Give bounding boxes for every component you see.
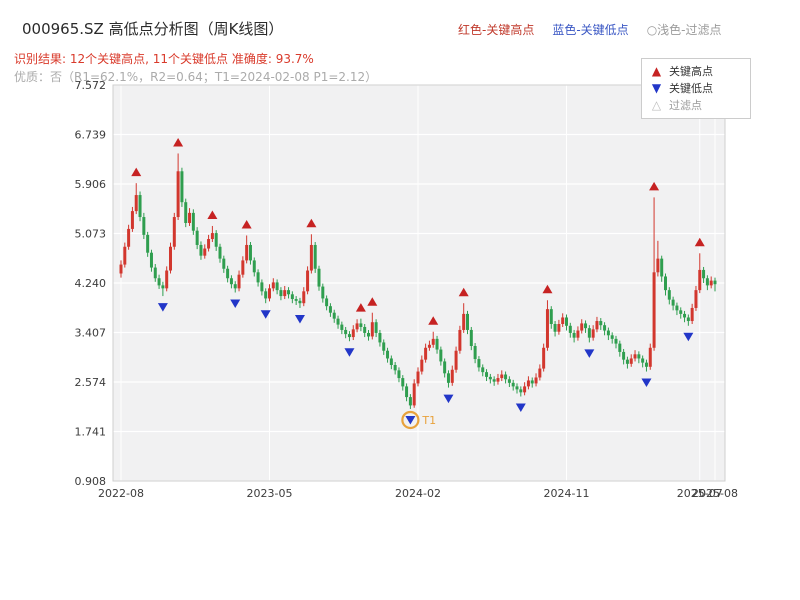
key-high-legend-label: 关键高点 [669,65,713,78]
svg-text:T1: T1 [421,414,436,427]
key-high-triangle-icon: ▲ [651,64,662,78]
svg-text:2025-07: 2025-07 [677,487,723,500]
key-low-legend-label: 关键低点 [669,82,713,95]
page-title: 000965.SZ 高低点分析图（周K线图） [22,20,284,38]
svg-text:2024-02: 2024-02 [395,487,441,500]
svg-text:3.407: 3.407 [75,327,107,340]
svg-text:2025-08: 2025-08 [692,487,738,500]
header-legend: 红色-关键高点 蓝色-关键低点 ○浅色-过滤点 [458,21,722,38]
key-low-triangle-icon: ▼ [651,81,662,95]
legend-row-filtered: △ 过滤点 [650,97,742,114]
legend-row-key-high: ▲ 关键高点 [650,63,742,80]
header-legend-key-high-label: 红色-关键高点 [458,23,535,37]
svg-text:2.574: 2.574 [75,376,107,389]
svg-text:7.572: 7.572 [75,79,107,92]
filtered-legend-label: 过滤点 [669,99,702,112]
legend-row-key-low: ▼ 关键低点 [650,80,742,97]
svg-text:5.073: 5.073 [75,228,107,241]
plot-legend: ▲ 关键高点 ▼ 关键低点 △ 过滤点 [641,58,751,119]
svg-text:2024-11: 2024-11 [544,487,590,500]
header-legend-filtered-label: ○浅色-过滤点 [646,23,722,37]
filtered-triangle-icon: △ [651,98,662,112]
recognition-result-text: 识别结果: 12个关键高点, 11个关键低点 准确度: 93.7% [14,52,314,66]
quality-result-text: 优质：否（R1=62.1%，R2=0.64；T1=2024-02-08 P1=2… [14,70,378,84]
svg-text:6.739: 6.739 [75,129,107,142]
svg-text:1.741: 1.741 [75,426,107,439]
svg-text:4.240: 4.240 [75,277,107,290]
svg-text:0.908: 0.908 [75,475,107,488]
svg-text:5.906: 5.906 [75,178,107,191]
svg-text:2023-05: 2023-05 [247,487,293,500]
header-legend-key-low-label: 蓝色-关键低点 [552,23,629,37]
svg-text:2022-08: 2022-08 [98,487,144,500]
